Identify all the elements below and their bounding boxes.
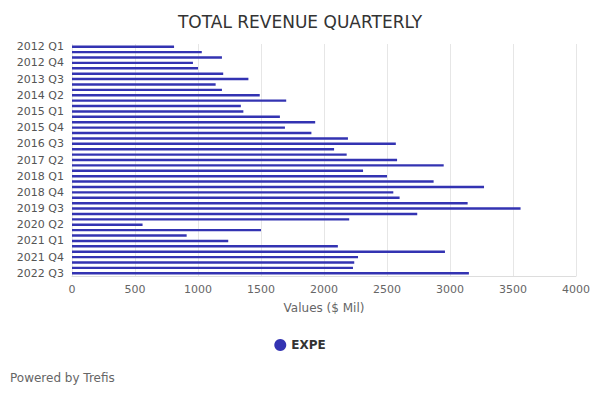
svg-text:2021 Q4: 2021 Q4 bbox=[17, 251, 64, 264]
svg-text:2000: 2000 bbox=[310, 283, 338, 296]
svg-text:2016 Q3: 2016 Q3 bbox=[17, 137, 64, 150]
svg-text:3500: 3500 bbox=[499, 283, 527, 296]
svg-text:2021 Q1: 2021 Q1 bbox=[17, 234, 64, 247]
svg-text:2012 Q4: 2012 Q4 bbox=[17, 56, 64, 69]
svg-text:2022 Q3: 2022 Q3 bbox=[17, 267, 64, 280]
svg-text:2020 Q2: 2020 Q2 bbox=[17, 218, 64, 231]
svg-text:2015 Q1: 2015 Q1 bbox=[17, 105, 64, 118]
svg-text:TOTAL REVENUE QUARTERLY: TOTAL REVENUE QUARTERLY bbox=[177, 12, 423, 32]
svg-text:2015 Q4: 2015 Q4 bbox=[17, 121, 64, 134]
svg-text:2018 Q4: 2018 Q4 bbox=[17, 186, 64, 199]
svg-text:1500: 1500 bbox=[247, 283, 275, 296]
svg-text:2012 Q1: 2012 Q1 bbox=[17, 40, 64, 53]
svg-text:2019 Q3: 2019 Q3 bbox=[17, 202, 64, 215]
svg-text:2017 Q2: 2017 Q2 bbox=[17, 154, 64, 167]
svg-text:500: 500 bbox=[125, 283, 146, 296]
svg-text:2500: 2500 bbox=[373, 283, 401, 296]
svg-text:0: 0 bbox=[69, 283, 76, 296]
svg-text:2013 Q3: 2013 Q3 bbox=[17, 73, 64, 86]
svg-text:2014 Q2: 2014 Q2 bbox=[17, 89, 64, 102]
svg-text:Values ($ Mil): Values ($ Mil) bbox=[284, 301, 365, 315]
svg-text:1000: 1000 bbox=[184, 283, 212, 296]
svg-text:EXPE: EXPE bbox=[291, 338, 325, 352]
svg-text:2018 Q1: 2018 Q1 bbox=[17, 170, 64, 183]
svg-text:3000: 3000 bbox=[436, 283, 464, 296]
svg-text:Powered by Trefis: Powered by Trefis bbox=[10, 371, 115, 385]
svg-text:4000: 4000 bbox=[562, 283, 590, 296]
